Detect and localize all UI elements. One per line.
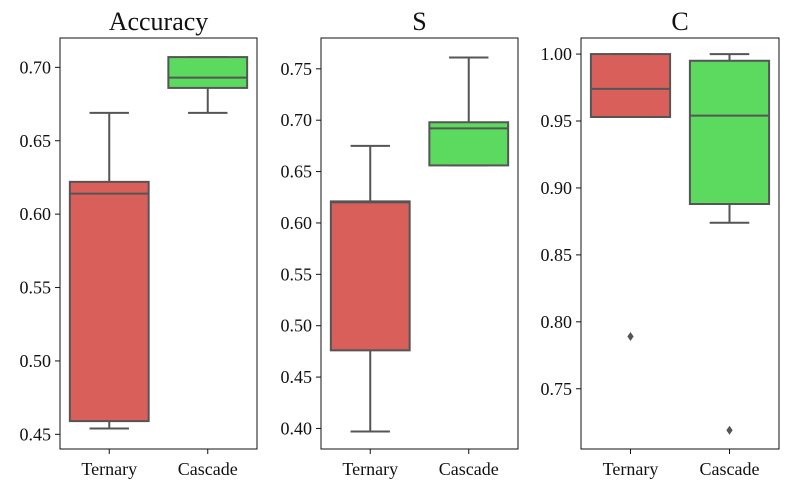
iqr-box [589, 53, 672, 118]
y-tick-label: 0.65 [281, 162, 313, 182]
x-tick-label: Cascade [700, 459, 760, 479]
y-tick-label: 0.60 [20, 204, 52, 224]
panel-1: Accuracy 0.45 0.50 0.55 0.60 0.65 0.70 Ternary C… [20, 7, 258, 479]
panel-title: Accuracy [109, 7, 209, 36]
y-tick-label: 0.70 [20, 57, 52, 77]
y-tick-label: 0.65 [20, 131, 52, 151]
y-tick-label: 0.60 [281, 213, 313, 233]
panel-2: S 0.40 0.45 0.50 0.55 0.60 0.65 0.70 0.75 Ternary… [281, 7, 519, 479]
box-cascade [167, 56, 249, 114]
y-tick-label: 0.40 [281, 418, 313, 438]
iqr-box [428, 121, 510, 167]
y-tick-label: 0.90 [541, 178, 573, 198]
panel-title: C [671, 7, 688, 36]
iqr-box [167, 56, 249, 89]
x-tick-label: Cascade [439, 459, 499, 479]
outlier-point [627, 332, 634, 342]
y-tick-label: 0.55 [20, 278, 52, 298]
box-ternary [329, 144, 411, 433]
y-tick-label: 0.80 [541, 312, 573, 332]
box-cascade [428, 56, 510, 167]
outlier-point [726, 425, 733, 435]
x-tick-label: Cascade [178, 459, 238, 479]
x-tick-label: Ternary [342, 459, 398, 479]
y-tick-label: 0.45 [281, 367, 313, 387]
y-tick-label: 0.50 [281, 316, 313, 336]
y-tick-label: 0.85 [541, 245, 573, 265]
y-tick-label: 0.95 [541, 111, 573, 131]
y-tick-label: 0.55 [281, 264, 313, 284]
panel-title: S [412, 7, 426, 36]
plot-frame [320, 37, 519, 450]
box-ternary [589, 53, 672, 342]
y-tick-label: 0.50 [20, 351, 52, 371]
x-tick-label: Ternary [603, 459, 659, 479]
box-cascade [688, 53, 771, 435]
iqr-box [329, 200, 411, 352]
plot-frame [59, 37, 258, 450]
y-tick-label: 0.45 [20, 424, 52, 444]
iqr-box [688, 59, 771, 206]
y-tick-label: 0.75 [281, 59, 313, 79]
plot-frame [580, 37, 780, 450]
x-tick-label: Ternary [81, 459, 137, 479]
y-tick-label: 0.75 [541, 379, 573, 399]
iqr-box [68, 180, 150, 423]
panel-3: C 0.75 0.80 0.85 0.90 0.95 1.00 Ternary Cascade [541, 7, 780, 479]
y-tick-label: 1.00 [541, 44, 573, 64]
box-ternary [68, 111, 150, 430]
y-tick-label: 0.70 [281, 110, 313, 130]
